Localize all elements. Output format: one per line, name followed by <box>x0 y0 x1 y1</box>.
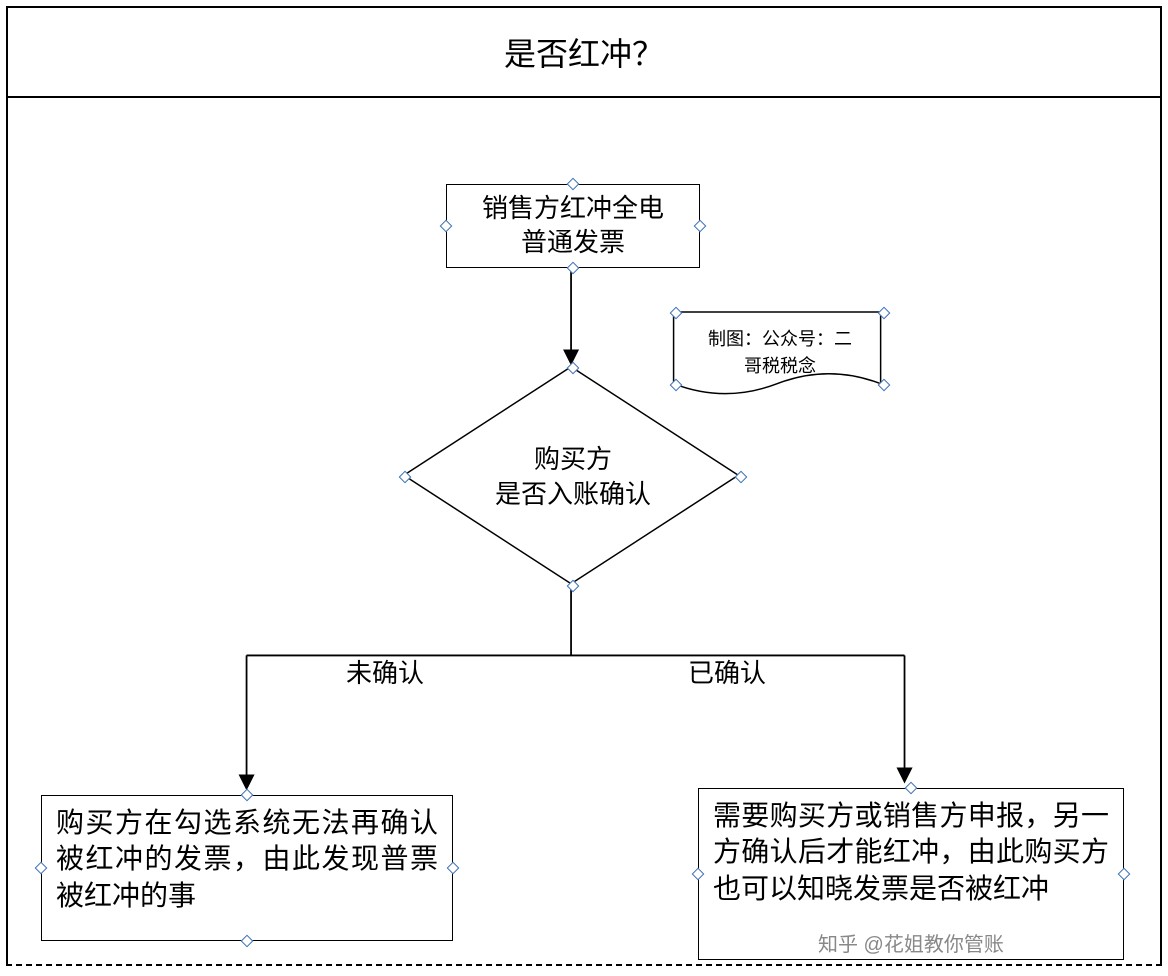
outer-frame: 是否红冲？ 销售方红冲全电 普通发票 <box>6 6 1162 966</box>
node-decision: 购买方 是否入账确认 <box>405 368 741 586</box>
flowchart-canvas: 销售方红冲全电 普通发票 购买方 是否入账确认 制图：公众号：二 哥税税念 未确… <box>8 98 1160 964</box>
node-start: 销售方红冲全电 普通发票 <box>446 184 700 268</box>
watermark-text: 知乎 @花姐教你管账 <box>818 928 1004 957</box>
node-left-result-label: 购买方在勾选系统无法再确认被红冲的发票，由此发现普票被红冲的事 <box>56 806 438 915</box>
node-start-label: 销售方红冲全电 普通发票 <box>482 192 664 260</box>
node-annotation: 制图：公众号：二 哥税税念 <box>676 316 884 382</box>
node-annotation-label: 制图：公众号：二 哥税税念 <box>708 329 852 376</box>
node-decision-label: 购买方 是否入账确认 <box>495 442 651 512</box>
page-title: 是否红冲？ <box>8 8 1160 98</box>
handle-icon <box>567 580 580 593</box>
node-left-result: 购买方在勾选系统无法再确认被红冲的发票，由此发现普票被红冲的事 <box>41 795 453 941</box>
node-right-result-label: 需要购买方或销售方申报，另一方确认后才能红冲，由此购买方也可以知晓发票是否被红冲 <box>713 799 1109 908</box>
handle-icon <box>735 471 748 484</box>
handle-icon <box>567 362 580 375</box>
edge-label-unconfirmed: 未确认 <box>346 653 424 690</box>
edge-label-confirmed: 已确认 <box>688 653 766 690</box>
handle-icon <box>399 471 412 484</box>
